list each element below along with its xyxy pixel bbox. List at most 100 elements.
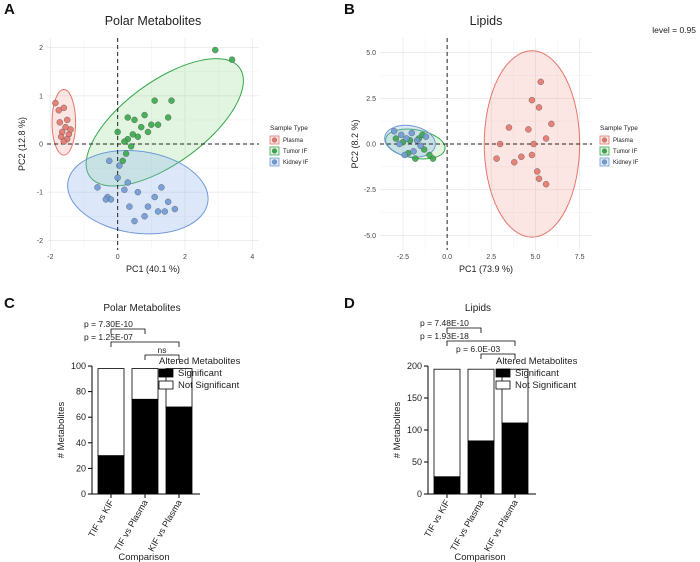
bar-d-category-label: KIF vs Plasma bbox=[482, 498, 520, 553]
pca-a-point-plasma bbox=[60, 104, 68, 112]
pca-b-y-tick-label: -2.5 bbox=[364, 187, 376, 194]
bar-c-legend-key-not-significant bbox=[158, 380, 174, 390]
pca-b-legend-dot-plasma bbox=[601, 137, 608, 143]
bar-c-legend-key-significant bbox=[158, 368, 174, 378]
bar-d-y-axis-label: # Metabolites bbox=[392, 402, 403, 459]
pca-a-x-tick-label: -2 bbox=[47, 254, 53, 261]
pca-b-point-plasma bbox=[525, 126, 532, 133]
pca-b-y-tick-label: 2.5 bbox=[366, 96, 376, 103]
pca-a-point-tumor bbox=[124, 114, 131, 121]
bar-c-legend-title: Altered Metabolites bbox=[159, 356, 241, 367]
pca-b-legend-dot-kidney bbox=[601, 159, 608, 165]
bar-d-category-label: TIF vs KIF bbox=[422, 498, 452, 539]
pca-b-x-tick-label: 2.5 bbox=[486, 254, 496, 261]
pca-b-point-kidney bbox=[396, 140, 403, 148]
pca-a-point-kidney bbox=[124, 179, 131, 186]
bar-c-bar-not-significant bbox=[97, 368, 125, 456]
pca-a-point-kidney bbox=[151, 193, 158, 201]
bar-c-y-tick-label: 80 bbox=[76, 387, 86, 397]
pca-a-point-plasma bbox=[67, 126, 74, 133]
pca-a-legend-label-plasma: Plasma bbox=[283, 138, 304, 144]
pca-a-point-kidney bbox=[154, 208, 162, 215]
panel-letter-c: C bbox=[4, 295, 15, 312]
pca-a-point-plasma bbox=[60, 138, 68, 145]
pca-a-point-kidney bbox=[131, 217, 138, 225]
pca-a-point-tumor bbox=[212, 46, 219, 54]
bar-d-p-value-label: p = 7.48E-10 bbox=[420, 318, 469, 328]
bar-d-legend-label-not-significant: Not Significant bbox=[515, 380, 577, 391]
pca-a-point-kidney bbox=[161, 208, 168, 215]
pca-b-y-tick-label: -5.0 bbox=[364, 233, 376, 240]
bar-d-title: Lipids bbox=[465, 303, 491, 314]
confidence-level-note: level = 0.95 bbox=[652, 25, 696, 35]
pca-a-ellipse-plasma bbox=[51, 89, 77, 156]
bar-c-bar-significant bbox=[97, 455, 125, 495]
pca-plot-polar: -2 0 2 4 -2 -1 0 1 2 Polar Metabolites PC1 (40.1 %… bbox=[17, 14, 309, 274]
pca-b-point-plasma bbox=[535, 104, 543, 111]
pca-a-legend-label-tumor: Tumor IF bbox=[283, 149, 307, 155]
pca-a-y-axis-label: PC2 (12.8 %) bbox=[17, 117, 27, 171]
bar-c-category-label: TIF vs KIF bbox=[86, 498, 116, 539]
pca-b-point-kidney bbox=[410, 148, 417, 155]
pca-a-x-tick-label: 0 bbox=[116, 254, 120, 261]
pca-a-point-tumor bbox=[114, 128, 121, 136]
pca-a-point-kidney bbox=[158, 184, 165, 191]
pca-a-point-tumor bbox=[148, 121, 155, 128]
pca-b-point-plasma bbox=[511, 159, 518, 166]
bar-c-bar-significant bbox=[131, 398, 159, 495]
bar-d-significance-bracket bbox=[446, 327, 482, 333]
pca-plot-lipids: -2.5 0.0 2.5 5.0 7.5 -5.0 -2.5 0.0 2.5 5.0 Lipids P… bbox=[350, 14, 639, 274]
bar-c-y-tick-label: 60 bbox=[76, 412, 86, 422]
bar-d-significance-bracket bbox=[446, 340, 516, 346]
pca-b-legend-label-plasma: Plasma bbox=[613, 138, 634, 144]
pca-b-legend-label-tumor: Tumor IF bbox=[613, 149, 637, 155]
pca-a-point-kidney bbox=[164, 198, 172, 206]
bar-c-y-tick-label: 0 bbox=[81, 489, 86, 499]
panel-letter-a: A bbox=[4, 1, 15, 18]
pca-a-point-plasma bbox=[56, 119, 63, 126]
bar-d-significance-bracket bbox=[480, 353, 516, 359]
bar-c-p-value-label: p = 1.25E-07 bbox=[84, 332, 133, 342]
pca-a-y-tick-label: -1 bbox=[37, 190, 43, 197]
pca-b-point-plasma bbox=[505, 124, 513, 131]
bar-d-legend-key-not-significant bbox=[495, 380, 511, 390]
panel-letter-d: D bbox=[344, 295, 355, 312]
pca-a-y-tick-label: 1 bbox=[39, 93, 43, 100]
bar-c-significance-bracket bbox=[110, 328, 146, 334]
bar-c-title: Polar Metabolites bbox=[103, 303, 180, 314]
pca-b-point-plasma bbox=[542, 135, 550, 142]
pca-b-point-plasma bbox=[537, 78, 544, 86]
pca-a-x-axis-label: PC1 (40.1 %) bbox=[126, 264, 180, 274]
bar-d-y-tick-label: 150 bbox=[407, 393, 422, 403]
bar-d-bar-significant bbox=[501, 422, 529, 495]
pca-a-legend-dot-tumor bbox=[271, 148, 278, 154]
bar-c-bar-not-significant bbox=[131, 368, 159, 400]
pca-a-point-kidney bbox=[141, 213, 148, 220]
bar-d-y-tick-label: 50 bbox=[412, 457, 422, 467]
bar-c-significance-bracket bbox=[110, 341, 180, 347]
pca-a-point-tumor bbox=[127, 143, 135, 150]
bar-d-category-label: TIF vs Plasma bbox=[448, 498, 485, 553]
pca-a-legend-label-kidney: Kidney IF bbox=[283, 160, 309, 166]
bar-d-y-tick-label: 0 bbox=[417, 489, 422, 499]
pca-b-y-axis-label: PC2 (8.2 %) bbox=[350, 119, 360, 168]
pca-a-point-kidney bbox=[134, 188, 142, 196]
pca-a-point-tumor bbox=[122, 150, 130, 157]
pca-a-point-tumor bbox=[144, 128, 152, 136]
bar-d-bar-significant bbox=[433, 476, 461, 495]
pca-a-y-tick-label: -2 bbox=[37, 238, 43, 245]
bar-d-bar-not-significant bbox=[501, 368, 529, 424]
pca-b-x-tick-label: 7.5 bbox=[575, 254, 585, 261]
pca-b-point-plasma bbox=[535, 175, 543, 182]
pca-a-point-tumor bbox=[121, 138, 128, 145]
pca-a-point-tumor bbox=[168, 97, 175, 104]
bar-d-legend-key-significant bbox=[495, 368, 511, 378]
pca-b-point-plasma bbox=[518, 153, 525, 160]
bar-c-y-axis-label: # Metabolites bbox=[56, 402, 67, 459]
bar-d-bar-not-significant bbox=[467, 368, 495, 442]
bar-c-p-value-label: ns bbox=[158, 345, 167, 355]
pca-b-point-plasma bbox=[530, 140, 537, 148]
bar-c-category-label: KIF vs Plasma bbox=[146, 498, 184, 553]
